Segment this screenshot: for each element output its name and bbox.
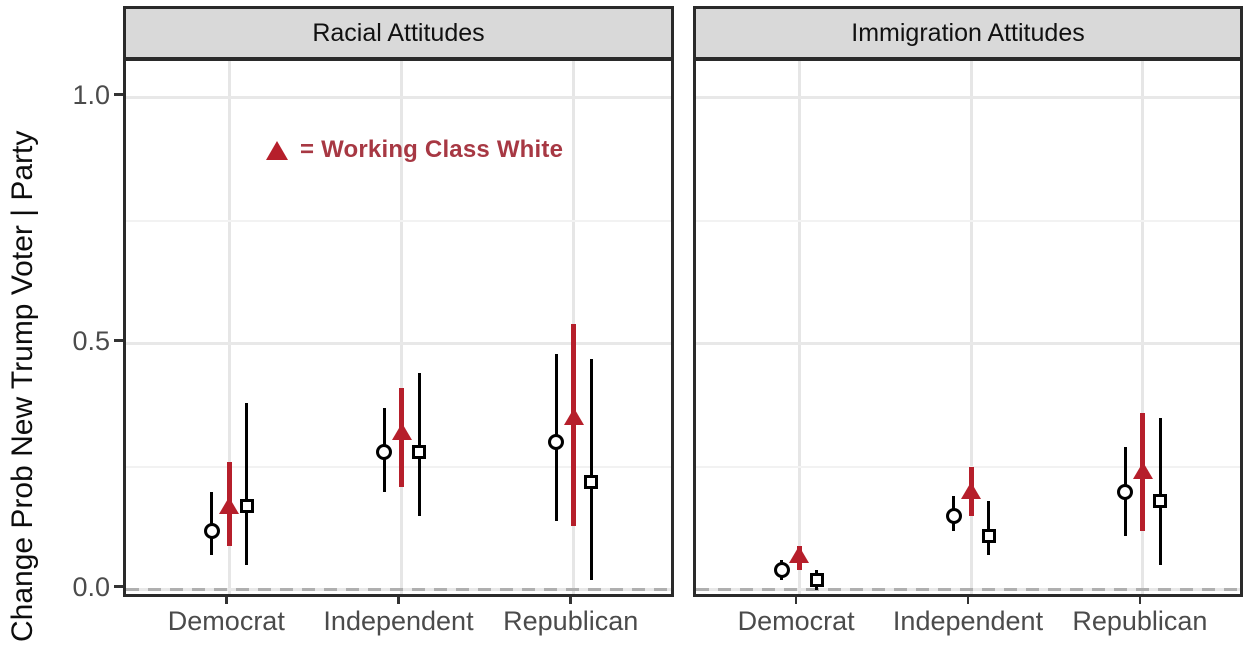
gridline-minor xyxy=(696,219,1240,222)
error-bar xyxy=(1158,417,1162,566)
y-tick-label: 1.0 xyxy=(72,79,110,110)
x-tick-mark xyxy=(966,597,970,604)
facet-strip-immigration-attitudes: Immigration Attitudes xyxy=(693,6,1243,60)
gridline-major xyxy=(696,342,1240,346)
data-point-triangle xyxy=(563,408,584,426)
x-tick-label: Republican xyxy=(1072,606,1208,636)
data-point-square xyxy=(239,499,254,514)
data-point-triangle xyxy=(391,422,412,440)
panel-immigration-attitudes xyxy=(693,58,1243,597)
gridline-vertical xyxy=(1141,61,1145,594)
data-point-circle xyxy=(773,562,790,579)
gridline-minor xyxy=(126,465,671,468)
y-tick-mark xyxy=(114,585,123,589)
gridline-minor xyxy=(126,219,671,222)
gridline-vertical xyxy=(227,61,231,594)
error-bar xyxy=(987,501,990,556)
error-bar xyxy=(417,373,421,517)
y-axis-title: Change Prob New Trump Voter | Party xyxy=(6,130,39,642)
gridline-major xyxy=(126,342,671,346)
x-tick-mark xyxy=(794,597,798,604)
x-tick-label: Democrat xyxy=(737,606,855,636)
facet-strip-label: Racial Attitudes xyxy=(312,18,485,47)
y-tick-mark xyxy=(114,93,123,97)
x-tick-label: Democrat xyxy=(167,606,285,636)
gridline-minor xyxy=(696,465,1240,468)
data-point-triangle xyxy=(219,496,240,514)
data-point-square xyxy=(584,474,599,489)
x-tick-mark xyxy=(1138,597,1142,604)
y-tick-mark xyxy=(114,339,123,343)
data-point-triangle xyxy=(1132,462,1153,480)
data-point-triangle xyxy=(961,482,981,499)
gridline-vertical xyxy=(400,61,403,594)
legend-annotation-label: = Working Class White xyxy=(300,136,564,163)
panel-racial-attitudes xyxy=(123,58,674,597)
x-tick-mark xyxy=(569,597,572,604)
zero-reference-line xyxy=(696,588,1240,592)
error-bar xyxy=(245,402,249,566)
zero-reference-line xyxy=(126,588,671,592)
gridline-vertical xyxy=(969,61,973,594)
y-tick-label: 0.0 xyxy=(72,571,110,602)
data-point-circle xyxy=(1117,483,1134,500)
data-point-square xyxy=(809,573,824,588)
data-point-triangle xyxy=(789,545,810,563)
x-tick-label: Independent xyxy=(892,606,1044,636)
gridline-vertical xyxy=(797,61,801,594)
facet-strip-label: Immigration Attitudes xyxy=(851,18,1085,47)
data-point-circle xyxy=(203,522,220,539)
y-tick-label: 0.5 xyxy=(72,325,110,356)
triangle-icon xyxy=(266,140,288,160)
data-point-circle xyxy=(548,434,565,451)
data-point-square xyxy=(412,445,426,460)
x-tick-label: Independent xyxy=(323,606,474,636)
data-point-circle xyxy=(376,444,392,461)
x-tick-mark xyxy=(225,597,228,604)
x-tick-mark xyxy=(397,597,400,604)
data-point-square xyxy=(1153,494,1168,509)
facet-strip-racial-attitudes: Racial Attitudes xyxy=(123,6,674,60)
data-point-square xyxy=(981,528,996,543)
legend-annotation: = Working Class White xyxy=(266,136,563,164)
data-point-circle xyxy=(945,508,962,525)
x-tick-label: Republican xyxy=(503,606,639,636)
gridline-major xyxy=(696,96,1240,100)
error-bar xyxy=(589,358,593,581)
gridline-major xyxy=(126,96,671,100)
